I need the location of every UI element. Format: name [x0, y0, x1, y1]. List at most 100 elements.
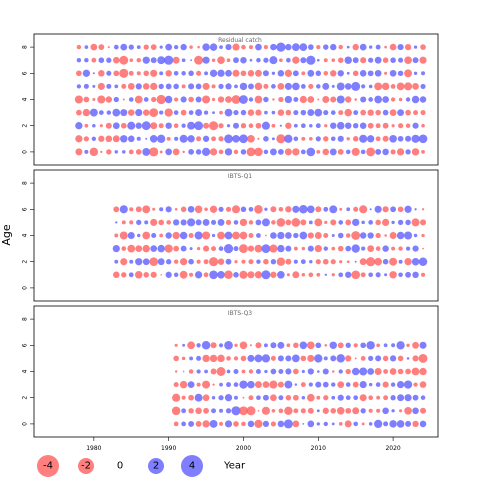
residual-bubble: [346, 71, 350, 75]
residual-bubble: [293, 246, 298, 251]
residual-bubble: [180, 96, 187, 103]
residual-bubble: [293, 110, 299, 116]
residual-bubble: [359, 381, 367, 389]
residual-bubble: [301, 246, 306, 251]
residual-bubble: [307, 368, 314, 375]
residual-bubble: [353, 206, 359, 212]
residual-bubble: [351, 231, 361, 240]
residual-bubble: [397, 109, 404, 116]
residual-bubble: [233, 149, 239, 155]
residual-bubble: [344, 420, 352, 428]
residual-bubble: [286, 343, 291, 348]
residual-bubble: [159, 150, 163, 154]
residual-bubble: [269, 380, 278, 389]
residual-bubble: [136, 136, 141, 141]
residual-bubble: [100, 150, 103, 154]
residual-bubble: [246, 147, 256, 157]
residual-bubble: [225, 258, 232, 265]
residual-bubble: [293, 259, 298, 264]
residual-bubble: [246, 406, 256, 416]
residual-bubble: [239, 218, 248, 227]
residual-bubble: [256, 395, 261, 401]
residual-bubble: [233, 110, 239, 116]
residual-bubble: [240, 70, 247, 77]
residual-bubble: [150, 82, 158, 91]
residual-bubble: [324, 220, 328, 225]
residual-bubble: [398, 272, 403, 278]
residual-bubble: [324, 344, 328, 347]
legend-label: 4: [189, 461, 195, 472]
residual-bubble: [203, 272, 209, 278]
residual-bubble: [307, 407, 314, 414]
residual-bubble: [180, 109, 187, 116]
residual-bubble: [316, 58, 320, 62]
residual-bubble: [376, 408, 381, 413]
residual-bubble: [173, 219, 180, 226]
residual-bubble: [315, 259, 321, 265]
residual-bubble: [285, 232, 292, 239]
residual-bubble: [300, 355, 307, 362]
residual-bubble: [263, 96, 269, 103]
residual-bubble: [149, 135, 158, 143]
residual-bubble: [115, 221, 118, 224]
residual-bubble: [390, 206, 396, 213]
residual-bubble: [187, 205, 195, 213]
residual-bubble: [239, 380, 248, 389]
residual-bubble: [374, 69, 382, 77]
residual-bubble: [359, 122, 367, 129]
residual-bubble: [164, 108, 173, 117]
residual-bubble: [231, 406, 241, 416]
residual-bubble: [375, 219, 381, 226]
residual-bubble: [316, 272, 321, 277]
residual-bubble: [218, 123, 224, 129]
residual-bubble: [277, 341, 285, 349]
residual-bubble: [181, 356, 186, 361]
residual-bubble: [346, 137, 350, 141]
residual-bubble: [159, 45, 163, 49]
residual-bubble: [270, 232, 277, 239]
residual-bubble: [413, 382, 418, 387]
residual-bubble: [390, 97, 396, 102]
residual-bubble: [179, 270, 188, 279]
residual-bubble: [166, 136, 171, 141]
residual-bubble: [360, 356, 366, 361]
residual-bubble: [239, 406, 248, 416]
residual-bubble: [421, 208, 425, 211]
residual-bubble: [277, 420, 285, 428]
residual-bubble: [329, 341, 337, 350]
residual-bubble: [224, 420, 233, 428]
residual-bubble: [269, 244, 278, 253]
residual-bubble: [159, 71, 164, 76]
residual-bubble: [292, 82, 300, 91]
residual-bubble: [225, 96, 232, 103]
residual-bubble: [405, 368, 411, 375]
residual-bubble: [271, 84, 276, 89]
residual-bubble: [195, 109, 203, 117]
residual-bubble: [354, 357, 357, 360]
residual-bubble: [411, 148, 420, 156]
residual-bubble: [390, 382, 396, 387]
residual-bubble: [420, 395, 426, 400]
residual-bubble: [218, 149, 224, 155]
residual-bubble: [354, 98, 357, 101]
residual-bubble: [120, 109, 128, 117]
residual-bubble: [224, 394, 233, 402]
residual-bubble: [381, 82, 390, 91]
residual-bubble: [337, 135, 344, 142]
residual-bubble: [224, 148, 233, 156]
residual-bubble: [284, 380, 293, 389]
residual-bubble: [316, 370, 320, 373]
y-tick-label: 0: [22, 422, 29, 426]
residual-bubble: [336, 121, 345, 130]
residual-bubble: [330, 96, 337, 103]
residual-bubble: [97, 82, 105, 90]
residual-bubble: [404, 394, 412, 402]
residual-bubble: [233, 57, 239, 64]
residual-bubble: [396, 231, 405, 240]
residual-bubble: [382, 218, 390, 226]
residual-bubble: [114, 233, 119, 238]
residual-bubble: [226, 58, 231, 63]
residual-bubble: [143, 272, 149, 278]
residual-bubble: [406, 357, 410, 360]
residual-bubble: [119, 68, 129, 78]
